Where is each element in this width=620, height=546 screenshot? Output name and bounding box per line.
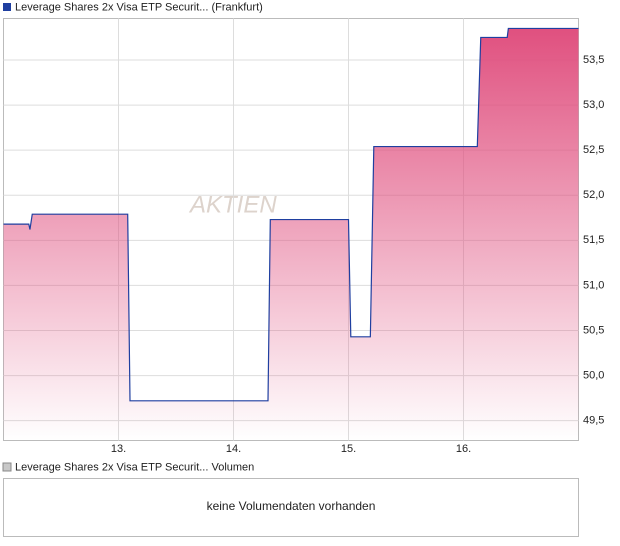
area bbox=[3, 28, 579, 441]
y-tick-label: 51,0 bbox=[583, 279, 604, 291]
y-tick-label: 50,0 bbox=[583, 369, 604, 381]
x-tick-label: 14. bbox=[226, 443, 241, 455]
watermark: AKTIEN bbox=[188, 191, 277, 218]
y-tick-label: 53,0 bbox=[583, 99, 604, 111]
volume-frame bbox=[3, 478, 579, 537]
x-tick-label: 16. bbox=[456, 443, 471, 455]
y-tick-label: 53,5 bbox=[583, 54, 604, 66]
x-tick-label: 13. bbox=[111, 443, 126, 455]
legend-entry: Leverage Shares 2x Visa ETP Securit... V… bbox=[15, 461, 254, 473]
y-tick-label: 52,5 bbox=[583, 144, 604, 156]
y-tick-label: 50,5 bbox=[583, 324, 604, 336]
x-tick-label: 15. bbox=[341, 443, 356, 455]
y-tick-label: 49,5 bbox=[583, 415, 604, 427]
y-tick-label: 52,0 bbox=[583, 189, 604, 201]
y-tick-label: 51,5 bbox=[583, 234, 604, 246]
volume-message: keine Volumendaten vorhanden bbox=[207, 499, 376, 513]
line bbox=[3, 27, 579, 402]
legend-entry: Leverage Shares 2x Visa ETP Securit... (… bbox=[15, 1, 263, 13]
legend-swatch bbox=[2, 462, 12, 472]
legend-swatch bbox=[3, 3, 11, 11]
